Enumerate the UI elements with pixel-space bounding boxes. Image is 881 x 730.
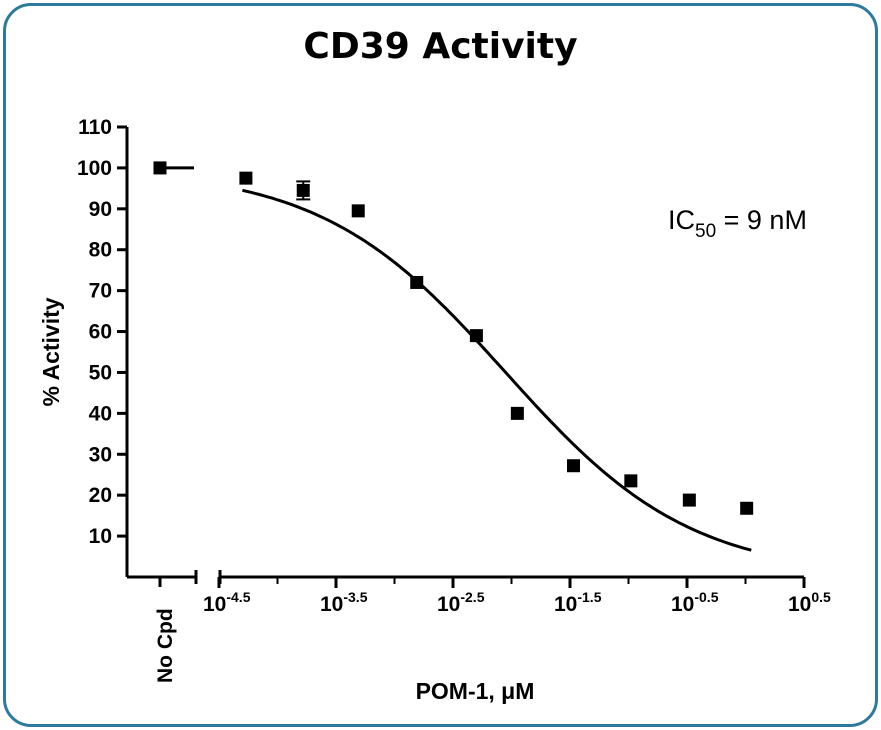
x-tick-label: 10-1.5 [554, 589, 602, 616]
x-tick-label: 10-3.5 [320, 589, 368, 616]
y-tick-label: 110 [78, 116, 112, 139]
y-tick-label: 70 [89, 280, 112, 303]
x-tick-label: 10-2.5 [437, 589, 485, 616]
ic50-annotation: IC50 = 9 nM [668, 205, 807, 242]
fit-curve [242, 188, 752, 552]
y-tick-label: 40 [89, 402, 112, 425]
x-axis-label: POM-1, μM [416, 678, 535, 704]
y-axis-label: % Activity [38, 297, 64, 406]
chart-title: CD39 Activity [303, 26, 578, 67]
chart-frame [3, 3, 878, 727]
data-point [239, 171, 253, 185]
y-tick-label: 60 [89, 321, 112, 344]
data-point [510, 406, 524, 420]
control-label: No Cpd [154, 608, 177, 683]
data-point [740, 501, 754, 515]
data-point [682, 493, 696, 507]
y-tick-label: 100 [77, 157, 112, 180]
data-point [410, 275, 424, 289]
x-tick-label: 10-0.5 [671, 589, 719, 616]
y-tick-label: 20 [89, 484, 112, 507]
data-point [567, 459, 581, 473]
data-point [351, 204, 365, 218]
data-point [469, 329, 483, 343]
x-tick-label: 100.5 [788, 589, 831, 616]
y-tick-label: 80 [89, 239, 112, 262]
y-tick-label: 90 [89, 198, 112, 221]
y-tick-label: 30 [89, 443, 112, 466]
x-tick-label: 10-4.5 [203, 589, 251, 616]
data-point [624, 474, 638, 488]
y-tick-label: 50 [89, 361, 112, 384]
y-tick-label: 10 [89, 525, 112, 548]
data-point [296, 183, 310, 197]
